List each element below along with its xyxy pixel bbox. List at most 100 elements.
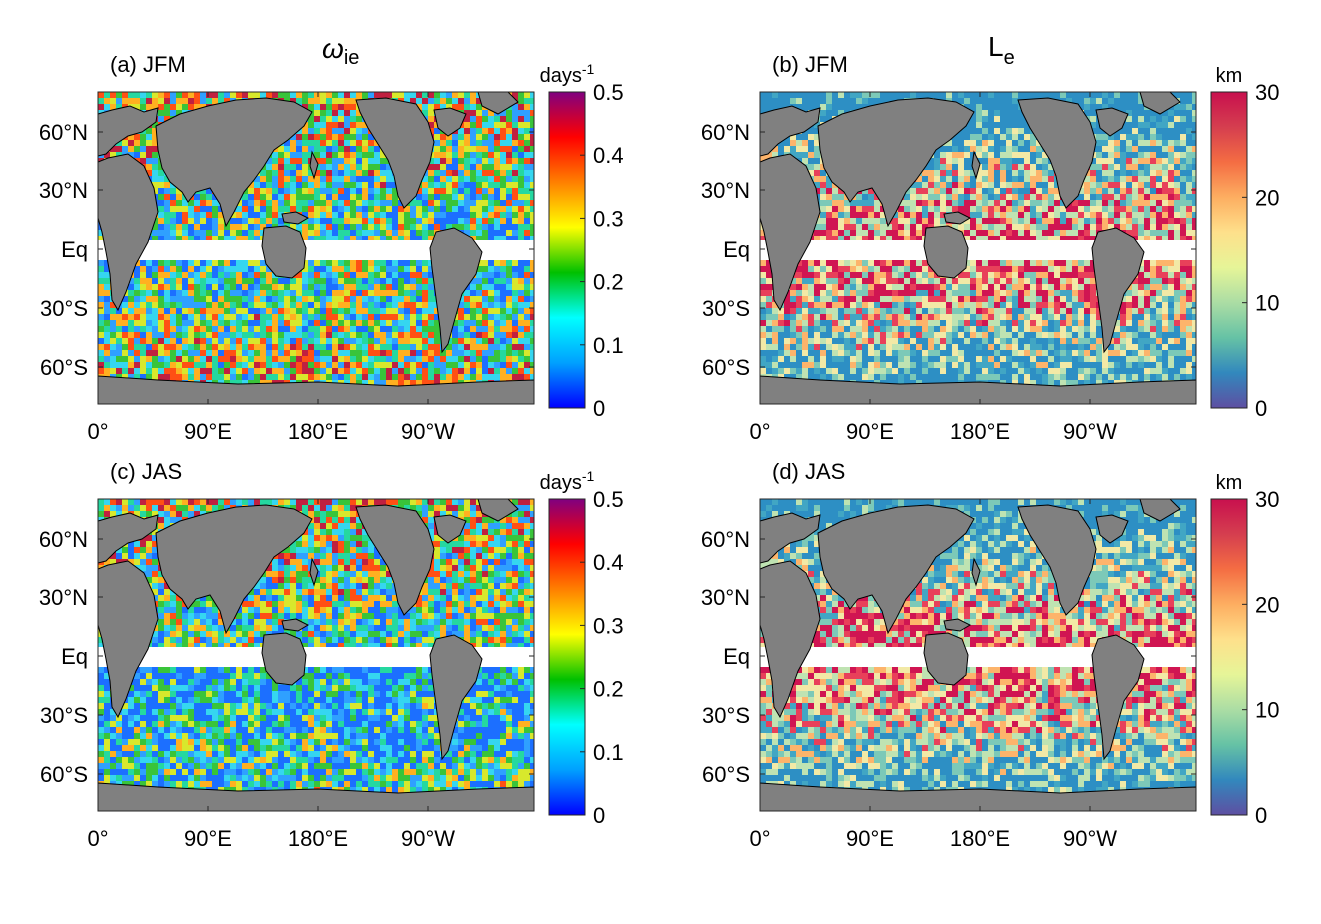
colorbar-unit: km (1216, 65, 1243, 87)
lon-tick-label: 90°W (401, 419, 455, 444)
map-frame (97, 91, 535, 405)
column-title-omega-subscript: ie (344, 47, 360, 69)
panel-label: (a) JFM (110, 52, 186, 77)
lon-tick-label: 90°E (184, 419, 232, 444)
colorbar-tick-label: 0.5 (593, 487, 624, 512)
lat-tick-label: 60°S (40, 355, 88, 380)
equatorial-mask (760, 240, 1196, 260)
lon-tick-label: 90°W (1063, 419, 1117, 444)
lon-tick-label: 180°E (288, 419, 348, 444)
lon-tick-label: 180°E (950, 826, 1010, 851)
colorbar-unit: days-1 (540, 61, 595, 87)
colorbar-tick-label: 30 (1255, 487, 1279, 512)
panel-b: (b) JFM 60°N 30°N Eq 30°S 60°S 0° 90°E 180°E 90°W… (701, 52, 1280, 444)
lat-tick-label: 30°S (702, 296, 750, 321)
colorbar-tick-label: 0.3 (593, 613, 624, 638)
map-frame (759, 498, 1197, 812)
lat-tick-label: 60°N (701, 120, 750, 145)
map-frame (759, 91, 1197, 405)
colorbar: 0.5 0.4 0.3 0.2 0.1 0 days-1 (540, 61, 624, 421)
colorbar-tick-label: 0.4 (593, 550, 624, 575)
column-title-omega-symbol: ω (322, 33, 344, 64)
column-title-le-subscript: e (1004, 47, 1015, 69)
lat-tick-label: 30°S (40, 703, 88, 728)
colorbar-tick-label: 0.2 (593, 270, 624, 295)
colorbar-gradient (1210, 498, 1248, 816)
column-title-le-symbol: L (988, 31, 1004, 62)
lat-tick-label: Eq (723, 237, 750, 262)
map-area: 60°N 30°N Eq 30°S 60°S 0° 90°E 180°E 90°W (701, 498, 1197, 851)
colorbar-tick-label: 0.4 (593, 143, 624, 168)
panel-d: (d) JAS 60°N 30°N Eq 30°S 60°S 0° 90°E 180°E 90°W… (701, 459, 1280, 851)
panels-layer: (a) JFM 60°N 30°N Eq 30°S 60°S 0° 90°E 180°E 90°W… (39, 52, 1280, 851)
titles-layer: ωie Le (322, 31, 1015, 69)
lon-tick-label: 90°W (1063, 826, 1117, 851)
colorbar-gradient (1210, 91, 1248, 409)
colorbar-unit: km (1216, 472, 1243, 494)
equatorial-mask (98, 240, 534, 260)
lat-tick-label: 30°N (701, 585, 750, 610)
lon-tick-label: 0° (87, 419, 108, 444)
colorbar-tick-label: 0.3 (593, 206, 624, 231)
lat-tick-label: Eq (61, 644, 88, 669)
colorbar-tick-label: 0 (593, 396, 605, 421)
lon-tick-label: 90°E (184, 826, 232, 851)
colorbar-tick-label: 0.5 (593, 80, 624, 105)
lon-tick-label: 0° (87, 826, 108, 851)
colorbar-tick-label: 10 (1255, 291, 1279, 316)
equatorial-mask (98, 647, 534, 667)
map-frame (97, 498, 535, 812)
column-title-le: Le (988, 31, 1015, 69)
map-area: 60°N 30°N Eq 30°S 60°S 0° 90°E 180°E 90°W (701, 91, 1197, 444)
lon-tick-label: 0° (749, 826, 770, 851)
lon-tick-label: 90°W (401, 826, 455, 851)
equatorial-mask (760, 647, 1196, 667)
lon-tick-label: 90°E (846, 826, 894, 851)
lat-tick-label: 30°N (39, 178, 88, 203)
colorbar-tick-label: 0 (1255, 803, 1267, 828)
map-area: 60°N 30°N Eq 30°S 60°S 0° 90°E 180°E 90°W (39, 498, 535, 851)
panel-label: (c) JAS (110, 459, 182, 484)
colorbar-tick-label: 0.2 (593, 677, 624, 702)
lat-tick-label: Eq (723, 644, 750, 669)
colorbar-tick-label: 0 (593, 803, 605, 828)
lat-tick-label: 30°S (702, 703, 750, 728)
colorbar-gradient (548, 91, 586, 409)
column-title-omega: ωie (322, 33, 359, 69)
lon-tick-label: 180°E (288, 826, 348, 851)
colorbar-tick-label: 0.1 (593, 333, 624, 358)
lat-tick-label: 60°S (702, 762, 750, 787)
lat-tick-label: 30°S (40, 296, 88, 321)
colorbar-tick-label: 10 (1255, 698, 1279, 723)
lat-tick-label: 60°N (701, 527, 750, 552)
lat-tick-label: 60°N (39, 120, 88, 145)
lon-tick-label: 90°E (846, 419, 894, 444)
lat-tick-label: Eq (61, 237, 88, 262)
lat-tick-label: 30°N (39, 585, 88, 610)
colorbar-tick-label: 0.1 (593, 740, 624, 765)
colorbar-unit-base: km (1216, 472, 1243, 494)
colorbar: 0.5 0.4 0.3 0.2 0.1 0 days-1 (540, 468, 624, 828)
colorbar-unit-exponent: -1 (582, 61, 595, 77)
panel-label: (d) JAS (772, 459, 845, 484)
colorbar-unit-base: km (1216, 65, 1243, 87)
colorbar-tick-label: 0 (1255, 396, 1267, 421)
map-area: 60°N 30°N Eq 30°S 60°S 0° 90°E 180°E 90°W (39, 91, 535, 444)
colorbar-unit: days-1 (540, 468, 595, 494)
colorbar-tick-label: 30 (1255, 80, 1279, 105)
colorbar-unit-exponent: -1 (582, 468, 595, 484)
panel-c: (c) JAS 60°N 30°N Eq 30°S 60°S 0° 90°E 180°E 90°W… (39, 459, 624, 851)
lat-tick-label: 60°S (702, 355, 750, 380)
panel-label: (b) JFM (772, 52, 848, 77)
colorbar: 30 20 10 0 km (1210, 472, 1279, 828)
lon-tick-label: 0° (749, 419, 770, 444)
lon-tick-label: 180°E (950, 419, 1010, 444)
lat-tick-label: 60°N (39, 527, 88, 552)
colorbar: 30 20 10 0 km (1210, 65, 1279, 421)
colorbar-unit-base: days (540, 65, 582, 87)
lat-tick-label: 30°N (701, 178, 750, 203)
panel-a: (a) JFM 60°N 30°N Eq 30°S 60°S 0° 90°E 180°E 90°W… (39, 52, 624, 444)
colorbar-gradient (548, 498, 586, 816)
colorbar-tick-label: 20 (1255, 592, 1279, 617)
lat-tick-label: 60°S (40, 762, 88, 787)
